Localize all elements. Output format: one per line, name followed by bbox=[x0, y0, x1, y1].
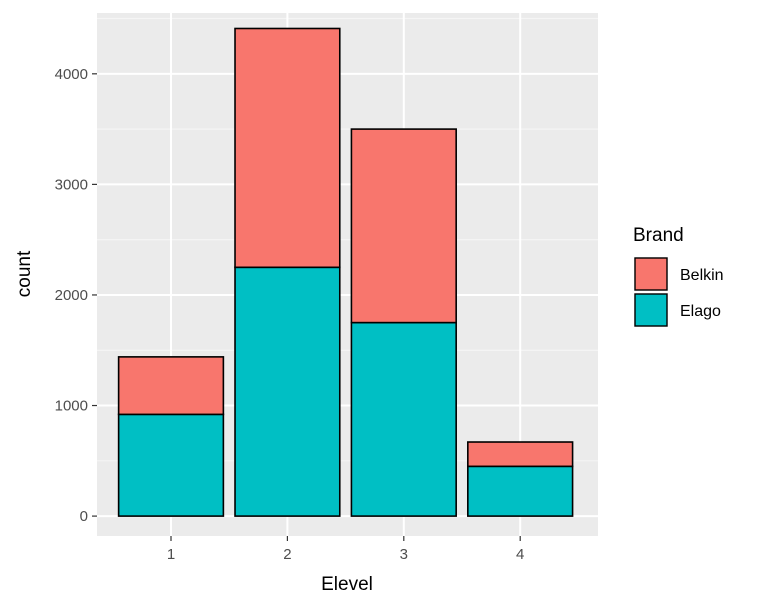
bar-belkin-1 bbox=[117, 356, 225, 416]
y-tick-label: 1000 bbox=[55, 398, 88, 415]
x-axis-title: Elevel bbox=[321, 574, 373, 595]
bar-elago-3 bbox=[350, 321, 457, 517]
bar-belkin-2 bbox=[234, 27, 341, 269]
y-tick-label: 0 bbox=[80, 508, 88, 525]
bar-elago-2 bbox=[234, 266, 341, 517]
bar-belkin-4 bbox=[467, 441, 574, 468]
y-tick-label: 4000 bbox=[55, 66, 88, 83]
x-axis: 1 2 3 4 bbox=[167, 536, 524, 563]
y-axis: 0 1000 2000 3000 4000 bbox=[55, 66, 97, 525]
x-tick-label: 1 bbox=[167, 546, 175, 563]
bar-elago-4 bbox=[467, 465, 574, 517]
x-tick-label: 4 bbox=[516, 546, 524, 563]
bars bbox=[117, 27, 574, 517]
legend-swatch-elago bbox=[634, 293, 668, 327]
legend-swatch-belkin bbox=[634, 257, 668, 291]
y-tick-label: 2000 bbox=[55, 287, 88, 304]
bar-elago-1 bbox=[117, 413, 225, 517]
legend-label-belkin: Belkin bbox=[680, 267, 724, 284]
legend-label-elago: Elago bbox=[680, 303, 721, 320]
y-tick-label: 3000 bbox=[55, 176, 88, 193]
y-axis-title: count bbox=[14, 250, 35, 297]
x-tick-label: 2 bbox=[283, 546, 291, 563]
x-tick-label: 3 bbox=[400, 546, 408, 563]
legend-title: Brand bbox=[633, 225, 684, 246]
bar-belkin-3 bbox=[350, 128, 457, 324]
legend: Brand Belkin Elago bbox=[633, 225, 724, 327]
